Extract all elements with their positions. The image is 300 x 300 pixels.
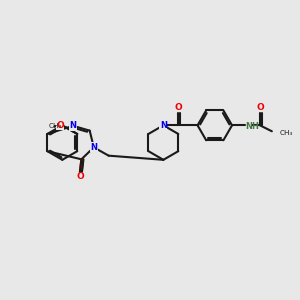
Text: N: N (160, 121, 167, 130)
Text: O: O (257, 103, 264, 112)
Text: O: O (56, 121, 64, 130)
Text: O: O (77, 172, 85, 181)
Text: CH₃: CH₃ (279, 130, 293, 136)
Text: N: N (70, 121, 76, 130)
Text: NH: NH (246, 122, 260, 131)
Text: O: O (175, 103, 183, 112)
Text: CH₃: CH₃ (49, 123, 62, 129)
Text: N: N (90, 143, 97, 152)
